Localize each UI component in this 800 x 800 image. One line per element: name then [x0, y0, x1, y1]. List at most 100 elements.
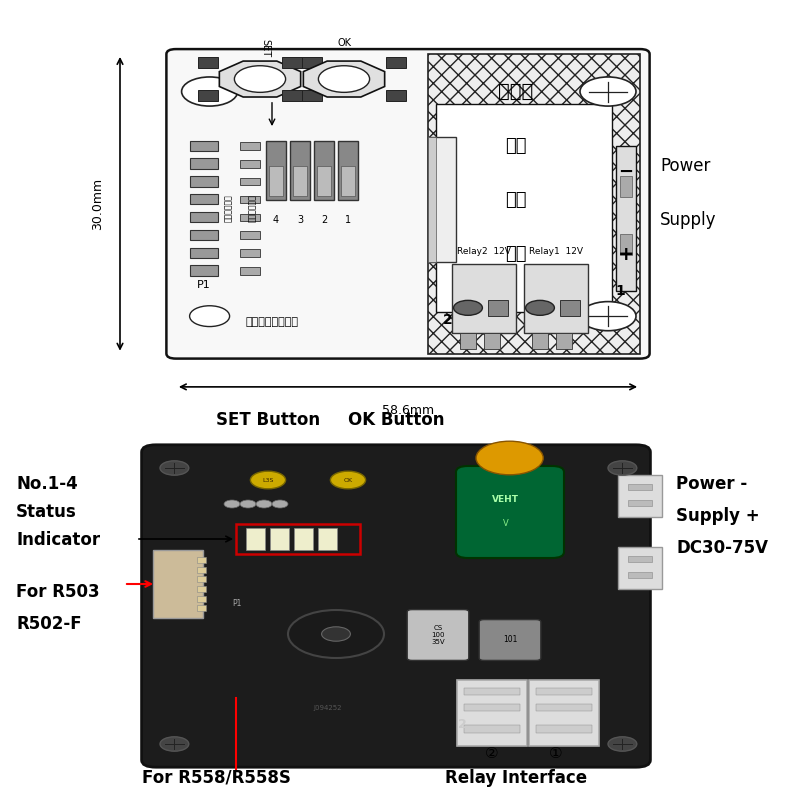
Bar: [240, 196, 260, 203]
Bar: [197, 576, 206, 582]
Bar: [532, 333, 548, 350]
Text: P1: P1: [232, 598, 242, 608]
Bar: [197, 586, 206, 592]
Circle shape: [608, 461, 637, 475]
Bar: [616, 146, 636, 291]
Circle shape: [322, 627, 350, 642]
Bar: [302, 57, 322, 68]
Bar: [190, 212, 218, 222]
Text: P1: P1: [197, 280, 211, 290]
Bar: [464, 688, 520, 695]
Polygon shape: [219, 61, 301, 97]
Bar: [452, 264, 516, 333]
FancyBboxPatch shape: [142, 445, 650, 767]
Text: VEHT: VEHT: [492, 495, 519, 505]
FancyBboxPatch shape: [407, 610, 469, 661]
Bar: [428, 138, 436, 262]
Text: J094252: J094252: [314, 705, 342, 711]
Text: 58.6mm: 58.6mm: [382, 403, 434, 417]
Bar: [536, 704, 592, 710]
Polygon shape: [303, 61, 385, 97]
Circle shape: [272, 500, 288, 508]
FancyBboxPatch shape: [618, 475, 662, 517]
Circle shape: [240, 500, 256, 508]
Bar: [620, 176, 632, 197]
Text: R502-F: R502-F: [16, 615, 82, 633]
Text: Supply +: Supply +: [676, 507, 760, 525]
Text: For R558/R558S: For R558/R558S: [142, 769, 290, 787]
Bar: [464, 726, 520, 733]
Circle shape: [580, 77, 636, 106]
Bar: [314, 142, 334, 200]
FancyBboxPatch shape: [457, 680, 527, 746]
Circle shape: [330, 471, 366, 489]
Bar: [282, 57, 302, 68]
Bar: [190, 141, 218, 151]
Text: −: −: [618, 163, 634, 181]
Bar: [197, 595, 206, 602]
Circle shape: [526, 300, 554, 315]
Bar: [302, 90, 322, 101]
Text: ①: ①: [549, 746, 563, 762]
Text: DC30-75V: DC30-75V: [676, 539, 768, 557]
Bar: [240, 160, 260, 167]
Circle shape: [318, 66, 370, 92]
Bar: [190, 194, 218, 205]
Text: Relay1  12V: Relay1 12V: [529, 247, 583, 256]
Circle shape: [454, 300, 482, 315]
Text: 30.0mm: 30.0mm: [91, 178, 104, 230]
Bar: [488, 299, 508, 316]
Text: 2: 2: [443, 314, 453, 327]
Bar: [190, 158, 218, 169]
Bar: [536, 726, 592, 733]
Text: 两种指纹不能插错: 两种指纹不能插错: [246, 318, 298, 327]
Text: ②: ②: [485, 746, 499, 762]
Bar: [190, 176, 218, 186]
Bar: [197, 566, 206, 573]
Bar: [190, 266, 218, 276]
Bar: [318, 528, 337, 550]
Bar: [240, 142, 260, 150]
Bar: [560, 299, 580, 316]
Circle shape: [160, 737, 189, 751]
Bar: [428, 54, 640, 354]
Text: For R503: For R503: [16, 583, 100, 601]
Bar: [240, 214, 260, 221]
Text: 4: 4: [273, 215, 279, 226]
FancyBboxPatch shape: [166, 49, 650, 358]
FancyBboxPatch shape: [618, 547, 662, 589]
Text: Indicator: Indicator: [16, 531, 100, 549]
Bar: [436, 104, 612, 312]
Bar: [190, 247, 218, 258]
FancyBboxPatch shape: [153, 550, 203, 618]
Bar: [628, 556, 652, 562]
Bar: [556, 333, 572, 350]
Bar: [524, 264, 588, 333]
Text: OK: OK: [337, 38, 351, 48]
Circle shape: [250, 471, 286, 489]
Text: Relay2  12V: Relay2 12V: [457, 247, 511, 256]
Text: V: V: [502, 519, 509, 529]
Circle shape: [476, 442, 543, 475]
Bar: [628, 484, 652, 490]
Circle shape: [224, 500, 240, 508]
Text: Supply: Supply: [660, 211, 717, 230]
Text: 触碰: 触碰: [506, 245, 526, 262]
Text: +: +: [618, 246, 634, 264]
Text: SET: SET: [260, 38, 270, 57]
Text: Status: Status: [16, 503, 77, 521]
Text: 高压区: 高压区: [498, 82, 534, 101]
Circle shape: [160, 461, 189, 475]
Bar: [240, 250, 260, 257]
Text: 2: 2: [321, 215, 327, 226]
Text: 2: 2: [458, 718, 466, 730]
Text: CS
100
35V: CS 100 35V: [431, 625, 445, 645]
Text: L3S: L3S: [262, 478, 274, 482]
Text: OK Button: OK Button: [348, 411, 444, 429]
Text: 101: 101: [503, 635, 517, 645]
Bar: [484, 333, 500, 350]
Bar: [197, 605, 206, 611]
Text: OK: OK: [343, 478, 353, 482]
Text: 手指: 手指: [506, 190, 526, 209]
Bar: [620, 234, 632, 255]
